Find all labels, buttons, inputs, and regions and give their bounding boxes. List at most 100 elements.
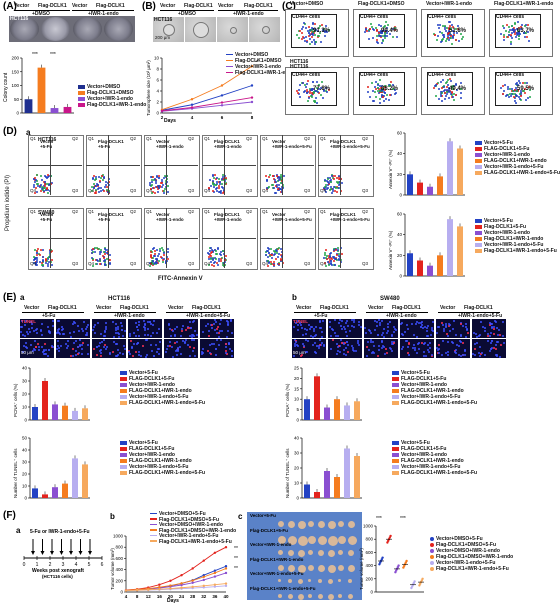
e-nucleus: [58, 328, 60, 330]
fb-xtick-label-2: 12: [146, 594, 152, 599]
a-bar-0: [25, 99, 33, 113]
d-dot: [274, 179, 276, 181]
e-nucleus: [432, 321, 434, 323]
d-dot: [277, 256, 279, 258]
fb-xtick-label-0: 4: [125, 594, 128, 599]
d-top-bar-0: [407, 174, 413, 195]
d-dot: [218, 260, 220, 262]
e-nucleus: [207, 323, 209, 325]
ea-pcna-bar-3: [62, 406, 68, 420]
d-dot: [35, 257, 37, 259]
e-nucleus: [144, 323, 146, 325]
e-sub-b: b: [292, 293, 297, 302]
e-b-header-0: Vector: [296, 305, 311, 311]
e-nucleus: [176, 354, 178, 356]
e-nucleus: [34, 340, 36, 342]
fc-tumor-5-6: [338, 594, 342, 598]
eb-pcna-bar-2: [324, 408, 330, 420]
e-nucleus: [93, 326, 95, 328]
c-pct-6: 49.4%: [449, 86, 466, 92]
e-nucleus: [445, 326, 447, 328]
d-dot: [273, 264, 275, 266]
e-nucleus: [192, 350, 194, 352]
e-nucleus: [332, 339, 334, 341]
fc-row-label-4: Vector+IWR-1-endo+5-Fu: [250, 572, 304, 577]
panel-label-d: (D): [3, 126, 17, 137]
e-nucleus: [305, 333, 307, 335]
e-nucleus: [209, 344, 211, 346]
e-nucleus: [213, 343, 215, 345]
fa-arrow-head-6: [88, 551, 92, 555]
fb-point-1-5: [180, 574, 182, 576]
e-b-cell-line: SW480: [380, 296, 400, 302]
e-nucleus: [448, 323, 450, 325]
e-nucleus: [147, 334, 149, 336]
d-bottom-ytick-label-2: 40: [397, 232, 403, 237]
fc-point-1-4: [389, 535, 391, 537]
c-gate-label-7: CD44+ cells: [496, 73, 524, 78]
e-nucleus: [83, 321, 85, 323]
fc-tumor-0-6: [338, 521, 344, 527]
fb-point-1-9: [225, 546, 227, 548]
e-nucleus: [172, 356, 174, 358]
fb-ytick-label-5: 1000: [113, 534, 124, 539]
b-header-3: Vector: [218, 3, 233, 9]
fb-point-5-7: [203, 585, 205, 587]
e-nucleus: [25, 342, 27, 344]
e-nucleus: [137, 329, 139, 331]
d-dot: [151, 184, 153, 186]
e-nucleus: [219, 323, 221, 325]
e-nucleus: [166, 348, 168, 350]
e-nucleus: [72, 323, 74, 325]
e-nucleus: [231, 355, 233, 357]
d-dot: [210, 258, 212, 260]
eb-pcna-ytick-label-1: 5: [296, 407, 299, 412]
d-dot: [36, 183, 38, 185]
e-nucleus: [158, 353, 160, 355]
e-nucleus: [442, 324, 444, 326]
e-nucleus: [142, 345, 144, 347]
e-nucleus: [174, 335, 176, 337]
e-nucleus: [96, 354, 98, 356]
fb-ytick-label-3: 600: [115, 556, 123, 561]
b-xtick-label-3: 8: [251, 115, 254, 120]
e-nucleus: [210, 353, 212, 355]
d-dot: [211, 249, 213, 251]
e-sub-a: a: [20, 293, 24, 302]
fc-tumor-2-4: [318, 550, 324, 556]
e-b-header-1: Flag-DCLK1: [320, 305, 349, 311]
e-nucleus: [60, 345, 62, 347]
e-nucleus: [343, 349, 345, 351]
e-nucleus: [57, 340, 59, 342]
d-dot: [274, 192, 276, 194]
e-nucleus: [96, 346, 98, 348]
fc-row-label-5: Flag-DCLK1+IWR-1-endo+5-Fu: [250, 587, 316, 592]
e-a-header-2: Vector: [96, 305, 111, 311]
e-nucleus: [383, 346, 385, 348]
e-nucleus: [187, 344, 189, 346]
e-nucleus: [377, 355, 379, 357]
fb-xtick-label-1: 8: [136, 594, 139, 599]
e-nucleus: [364, 327, 366, 329]
d-dot: [328, 182, 330, 184]
e-nucleus: [52, 325, 54, 327]
eb-tunel-ytick-label-4: 40: [294, 436, 300, 441]
e-nucleus: [116, 343, 118, 345]
e-a-image-1-2: [92, 339, 126, 358]
eb-tunel-bar-1: [314, 492, 320, 498]
e-nucleus: [366, 355, 368, 357]
e-b-image-0-3: [400, 319, 434, 338]
fc-tumor-4-6: [338, 579, 341, 582]
d-bottom-ytick-label-1: 20: [397, 253, 403, 258]
e-nucleus: [181, 328, 183, 330]
fc-tumor-3-6: [338, 565, 344, 571]
d-quadrant-0-3-0: Q1: [204, 137, 210, 142]
e-nucleus: [70, 355, 72, 357]
d-ylabel: Propidium iodide (PI): [5, 173, 11, 233]
e-nucleus: [38, 346, 40, 348]
e-nucleus: [495, 348, 497, 350]
fc-tumor-3-0: [278, 565, 284, 571]
d-bottom-bar-2: [427, 266, 433, 276]
fb-point-2-7: [203, 579, 205, 581]
colony-dish-4: [104, 17, 133, 41]
